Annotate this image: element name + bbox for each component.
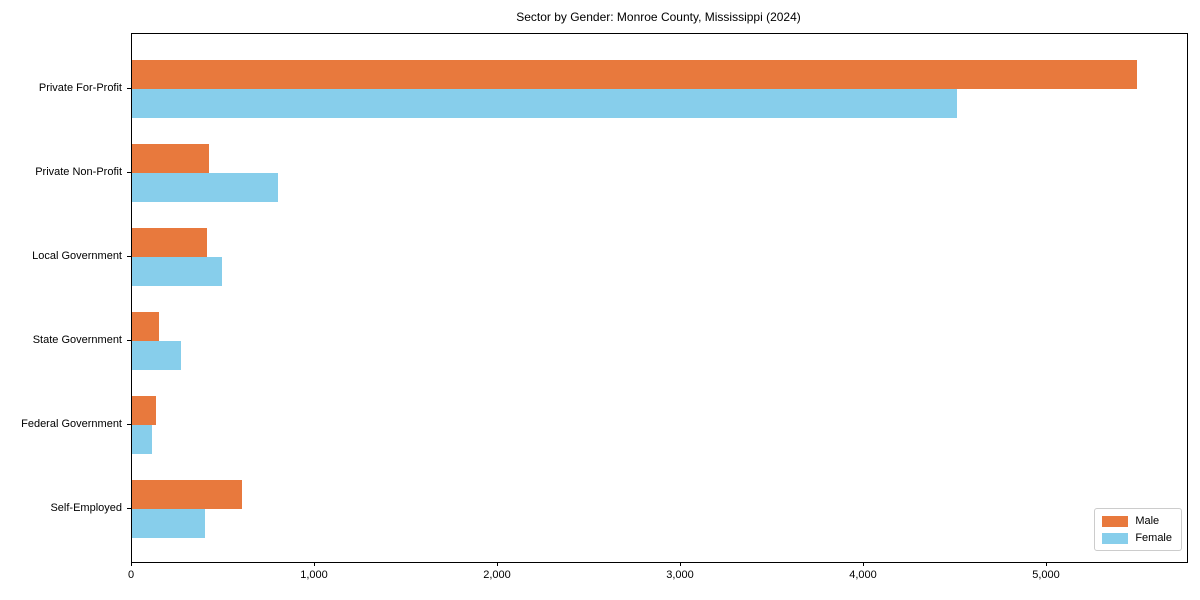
y-tick-mark [127,340,131,341]
bar-female-self-employed [132,509,206,538]
chart-title: Sector by Gender: Monroe County, Mississ… [516,10,801,24]
bar-female-local-government [132,257,222,286]
legend-label-female: Female [1135,532,1172,544]
y-tick-mark [127,88,131,89]
y-tick-mark [127,172,131,173]
y-tick-label-state-government: State Government [32,334,122,346]
x-tick-label-3000: 3,000 [666,569,694,581]
y-tick-mark [127,424,131,425]
x-tick-mark [314,562,315,566]
x-tick-label-1000: 1,000 [300,569,328,581]
bar-male-private-non-profit [132,144,209,173]
y-tick-label-private-for-profit: Private For-Profit [38,82,122,94]
bar-male-state-government [132,312,159,341]
x-tick-label-0: 0 [127,569,135,581]
bar-male-self-employed [132,480,242,509]
legend-label-male: Male [1135,515,1160,527]
y-tick-label-self-employed: Self-Employed [50,502,122,514]
y-tick-mark [127,508,131,509]
y-tick-mark [127,256,131,257]
legend-item-male: Male [1102,515,1172,527]
x-tick-label-4000: 4,000 [849,569,877,581]
plot-area [131,33,1188,563]
x-tick-label-5000: 5,000 [1032,569,1060,581]
bar-female-state-government [132,341,182,370]
x-tick-mark [680,562,681,566]
x-tick-mark [1046,562,1047,566]
legend-item-female: Female [1102,532,1172,544]
bar-female-federal-government [132,425,153,454]
legend-swatch-male [1102,515,1129,527]
y-tick-label-federal-government: Federal Government [21,418,122,430]
legend: Male Female [1094,508,1182,551]
bar-male-private-for-profit [132,60,1137,89]
bar-female-private-non-profit [132,173,279,202]
bar-female-private-for-profit [132,89,958,118]
x-tick-mark [131,562,132,566]
x-tick-mark [497,562,498,566]
y-tick-label-private-non-profit: Private Non-Profit [35,166,122,178]
x-tick-mark [863,562,864,566]
x-tick-label-2000: 2,000 [483,569,511,581]
bar-male-local-government [132,228,207,257]
legend-swatch-female [1102,532,1129,544]
y-tick-label-local-government: Local Government [32,250,122,262]
bar-male-federal-government [132,396,156,425]
